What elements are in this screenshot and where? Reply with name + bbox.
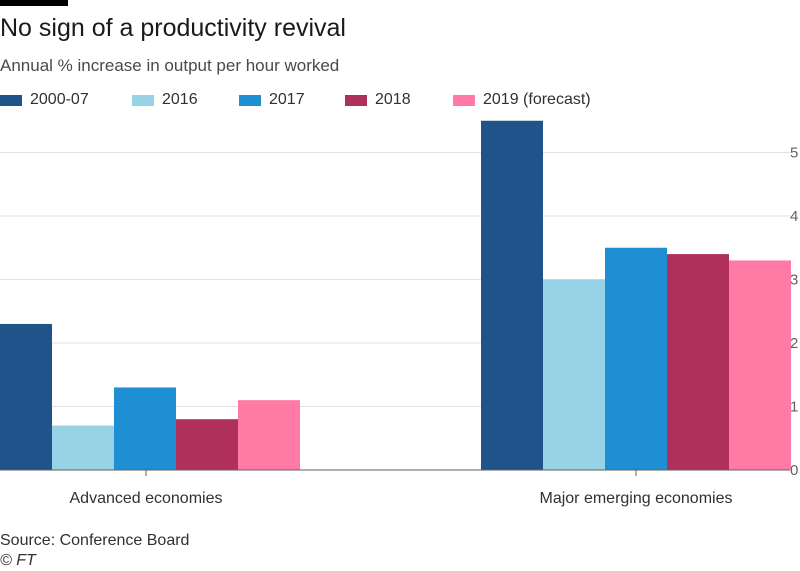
chart-title: No sign of a productivity revival: [0, 14, 346, 42]
legend-swatch: [0, 94, 22, 106]
legend-label: 2019 (forecast): [483, 91, 591, 108]
bar-2017-0: [114, 387, 176, 470]
legend-label: 2016: [162, 91, 198, 108]
source-note: Source: Conference Board: [0, 532, 190, 549]
legend-item-2000-07: 2000-07: [0, 91, 89, 109]
bar-2000-07-0: [0, 323, 52, 470]
bar-2018-1: [667, 254, 729, 470]
bar-2017-1: [605, 247, 667, 470]
bar-2018-0: [176, 419, 238, 470]
legend-label: 2000-07: [30, 91, 89, 108]
brand-bar: [0, 0, 68, 6]
bar-2016-0: [52, 425, 114, 470]
y-tick-label: 2: [790, 335, 798, 352]
bar-2000-07-1: [481, 120, 543, 470]
legend-label: 2018: [375, 91, 411, 108]
y-tick-label: 4: [790, 208, 798, 225]
chart-subtitle: Annual % increase in output per hour wor…: [0, 56, 340, 75]
legend-swatch: [132, 94, 154, 106]
legend-item-2017: 2017: [239, 91, 305, 109]
y-tick-label: 5: [790, 145, 798, 162]
legend-item-2019-forecast: 2019 (forecast): [453, 91, 591, 109]
legend-swatch: [345, 94, 367, 106]
x-category-label: Advanced economies: [70, 490, 223, 507]
y-tick-label: 0: [790, 462, 798, 479]
y-tick-label: 1: [790, 399, 798, 416]
legend-item-2018: 2018: [345, 91, 411, 109]
legend-swatch: [239, 94, 261, 106]
legend-swatch: [453, 94, 475, 106]
bar-2019-forecast--0: [238, 400, 300, 470]
legend-label: 2017: [269, 91, 305, 108]
x-category-label: Major emerging economies: [540, 490, 733, 507]
credit-note: © FT: [0, 552, 36, 569]
bar-2019-forecast--1: [729, 260, 791, 470]
y-tick-label: 3: [790, 272, 798, 289]
legend-item-2016: 2016: [132, 91, 198, 109]
bar-2016-1: [543, 279, 605, 470]
legend: 2000-07 2016 2017 2018 2019 (forecast): [0, 91, 800, 111]
